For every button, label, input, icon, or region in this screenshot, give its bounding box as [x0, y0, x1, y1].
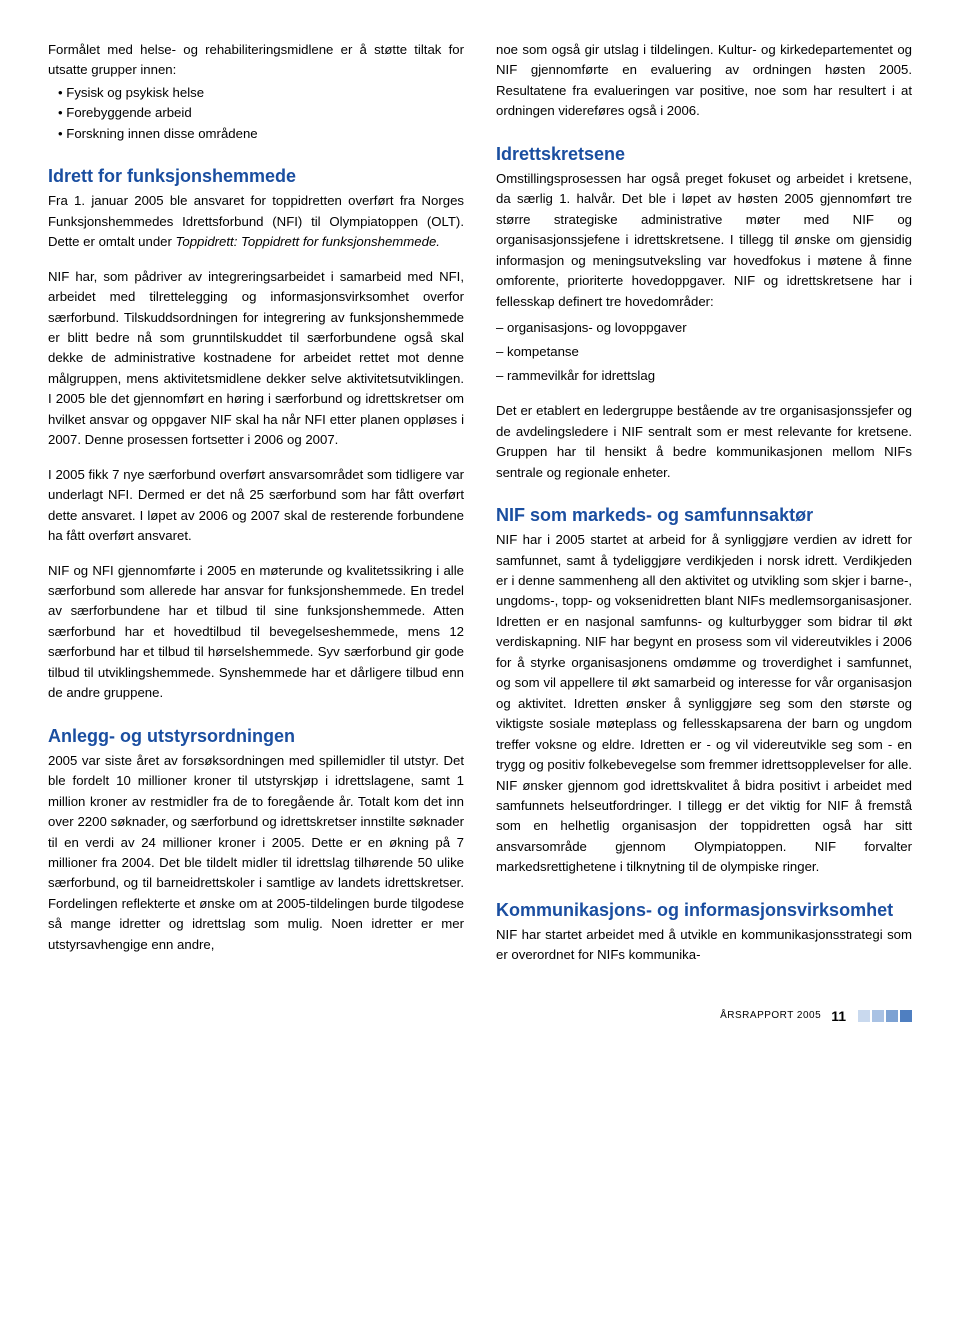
footer-decoration	[858, 1010, 912, 1022]
dash-item: – kompetanse	[496, 340, 912, 364]
dash-item: – organisasjons- og lovoppgaver	[496, 316, 912, 340]
heading-kommunikasjon: Kommunikasjons- og informasjonsvirksomhe…	[496, 900, 912, 921]
left-column: Formålet med helse- og rehabiliteringsmi…	[48, 40, 464, 980]
heading-idrettskretsene: Idrettskretsene	[496, 144, 912, 165]
page-footer: ÅRSRAPPORT 2005 11	[48, 1008, 912, 1024]
paragraph: Omstillingsprosessen har også preget fok…	[496, 169, 912, 312]
paragraph: Det er etablert en ledergruppe bestående…	[496, 401, 912, 483]
bullet-item: • Fysisk og psykisk helse	[48, 83, 464, 103]
heading-anlegg-utstyr: Anlegg- og utstyrsordningen	[48, 726, 464, 747]
document-page: Formålet med helse- og rehabiliteringsmi…	[0, 0, 960, 1054]
square-icon	[872, 1010, 884, 1022]
paragraph: NIF har i 2005 startet at arbeid for å s…	[496, 530, 912, 878]
paragraph: NIF og NFI gjennomførte i 2005 en møteru…	[48, 561, 464, 704]
bullet-item: • Forskning innen disse områdene	[48, 124, 464, 144]
footer-label: ÅRSRAPPORT 2005	[720, 1010, 821, 1021]
dash-item: – rammevilkår for idrettslag	[496, 364, 912, 388]
intro-paragraph: Formålet med helse- og rehabiliteringsmi…	[48, 40, 464, 81]
heading-idrett-funksjonshemmede: Idrett for funksjonshemmede	[48, 166, 464, 187]
right-column: noe som også gir utslag i tildelingen. K…	[496, 40, 912, 980]
paragraph: Fra 1. januar 2005 ble ansvaret for topp…	[48, 191, 464, 252]
intro-bullets: • Fysisk og psykisk helse • Forebyggende…	[48, 83, 464, 144]
two-column-layout: Formålet med helse- og rehabiliteringsmi…	[48, 40, 912, 980]
square-icon	[886, 1010, 898, 1022]
square-icon	[900, 1010, 912, 1022]
paragraph: noe som også gir utslag i tildelingen. K…	[496, 40, 912, 122]
italic-text: Toppidrett: Toppidrett for funksjonshemm…	[176, 234, 440, 249]
paragraph: 2005 var siste året av forsøksordningen …	[48, 751, 464, 956]
heading-nif-markeds: NIF som markeds- og samfunnsaktør	[496, 505, 912, 526]
dash-list: – organisasjons- og lovoppgaver – kompet…	[496, 316, 912, 387]
bullet-item: • Forebyggende arbeid	[48, 103, 464, 123]
paragraph: NIF har, som pådriver av integreringsarb…	[48, 267, 464, 451]
square-icon	[858, 1010, 870, 1022]
page-number: 11	[831, 1008, 846, 1024]
paragraph: NIF har startet arbeidet med å utvikle e…	[496, 925, 912, 966]
paragraph: I 2005 fikk 7 nye særforbund overført an…	[48, 465, 464, 547]
